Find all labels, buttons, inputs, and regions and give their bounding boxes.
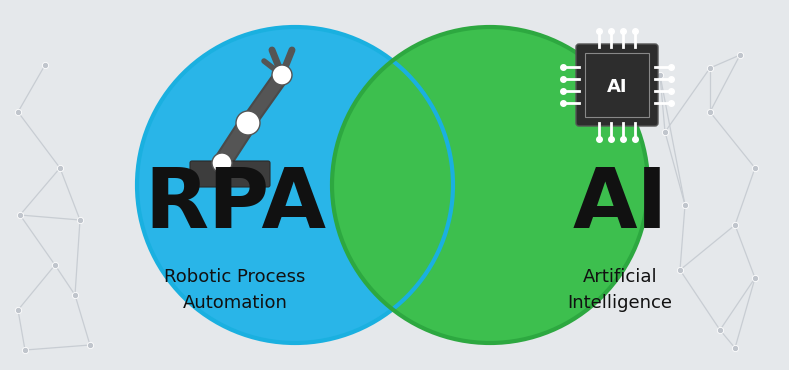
Circle shape — [332, 27, 648, 343]
Text: AI: AI — [607, 78, 627, 96]
Text: Artificial
Intelligence: Artificial Intelligence — [567, 269, 672, 312]
Circle shape — [272, 65, 292, 85]
Circle shape — [236, 111, 260, 135]
Circle shape — [137, 27, 453, 343]
Text: RPA: RPA — [144, 165, 326, 246]
Circle shape — [212, 153, 232, 173]
Text: AI: AI — [572, 165, 667, 246]
Text: Robotic Process
Automation: Robotic Process Automation — [164, 269, 305, 312]
Circle shape — [332, 27, 648, 343]
FancyBboxPatch shape — [190, 161, 270, 187]
FancyBboxPatch shape — [576, 44, 658, 126]
